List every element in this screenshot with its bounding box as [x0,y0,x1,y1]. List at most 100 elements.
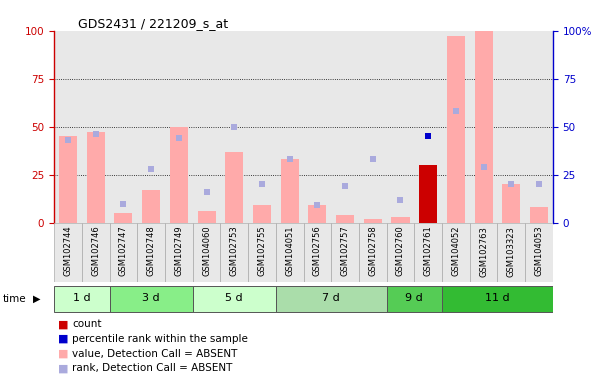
Text: ■: ■ [58,363,69,373]
Text: GSM104051: GSM104051 [285,226,294,276]
Text: GSM102753: GSM102753 [230,226,239,276]
Bar [281,159,299,223]
Bar [225,152,243,223]
FancyBboxPatch shape [359,223,386,282]
FancyBboxPatch shape [304,223,331,282]
Bar [331,31,359,223]
Point [313,202,322,209]
Text: count: count [72,319,102,329]
FancyBboxPatch shape [525,223,553,282]
Text: ■: ■ [58,349,69,359]
Text: ■: ■ [58,334,69,344]
Bar [165,31,193,223]
FancyBboxPatch shape [442,223,470,282]
Point [174,135,184,141]
Text: GSM102747: GSM102747 [119,226,128,276]
FancyBboxPatch shape [109,223,137,282]
FancyBboxPatch shape [137,223,165,282]
FancyBboxPatch shape [276,286,386,311]
Text: GSM102761: GSM102761 [424,226,433,276]
Bar [142,190,160,223]
Bar [470,31,498,223]
FancyBboxPatch shape [109,286,193,311]
Point [340,183,350,189]
Point [534,181,544,187]
FancyBboxPatch shape [386,286,442,311]
FancyBboxPatch shape [498,223,525,282]
Point [451,108,461,114]
Text: time: time [3,294,26,304]
FancyBboxPatch shape [414,223,442,282]
Point [285,156,294,162]
Text: percentile rank within the sample: percentile rank within the sample [72,334,248,344]
Bar [419,165,437,223]
Point [368,156,377,162]
FancyBboxPatch shape [54,223,82,282]
Bar [502,184,520,223]
Bar [442,31,470,223]
Bar [276,31,304,223]
Text: rank, Detection Call = ABSENT: rank, Detection Call = ABSENT [72,363,233,373]
Point [507,181,516,187]
FancyBboxPatch shape [442,286,553,311]
Point [395,197,405,203]
Bar [336,215,354,223]
Point [118,200,128,207]
FancyBboxPatch shape [331,223,359,282]
Bar [253,205,271,223]
Bar [304,31,331,223]
Bar [447,36,465,223]
FancyBboxPatch shape [82,223,109,282]
Bar [248,31,276,223]
Text: GSM102757: GSM102757 [341,226,350,276]
Bar [391,217,409,223]
Text: GSM102749: GSM102749 [174,226,183,276]
Text: GSM103323: GSM103323 [507,226,516,276]
Point [479,164,489,170]
Bar [87,132,105,223]
FancyBboxPatch shape [221,223,248,282]
Point [257,181,267,187]
Text: 3 d: 3 d [142,293,160,303]
Bar [386,31,414,223]
Text: 7 d: 7 d [322,293,340,303]
Text: ■: ■ [58,319,69,329]
FancyBboxPatch shape [248,223,276,282]
Point [146,166,156,172]
Text: 5 d: 5 d [225,293,243,303]
Text: GSM102748: GSM102748 [147,226,156,276]
Bar [525,31,553,223]
Point [230,124,239,130]
Bar [498,31,525,223]
Bar [414,31,442,223]
FancyBboxPatch shape [54,286,109,311]
Text: GSM102763: GSM102763 [479,226,488,276]
Bar [530,207,548,223]
Bar [198,211,216,223]
FancyBboxPatch shape [276,223,304,282]
Text: 11 d: 11 d [485,293,510,303]
Bar [54,31,82,223]
Text: GDS2431 / 221209_s_at: GDS2431 / 221209_s_at [78,17,228,30]
Bar [193,31,221,223]
Point [91,131,100,137]
Bar [308,205,326,223]
Bar [137,31,165,223]
FancyBboxPatch shape [470,223,498,282]
Point [423,133,433,139]
Text: 9 d: 9 d [406,293,423,303]
Bar [359,31,386,223]
Bar [59,136,77,223]
Bar [109,31,137,223]
Bar [221,31,248,223]
Text: GSM102760: GSM102760 [396,226,405,276]
Point [63,137,73,143]
FancyBboxPatch shape [193,286,276,311]
Bar [170,127,188,223]
Bar [114,213,132,223]
Text: GSM102746: GSM102746 [91,226,100,276]
Text: GSM102758: GSM102758 [368,226,377,276]
Text: GSM102756: GSM102756 [313,226,322,276]
FancyBboxPatch shape [386,223,414,282]
Text: GSM102744: GSM102744 [64,226,73,276]
